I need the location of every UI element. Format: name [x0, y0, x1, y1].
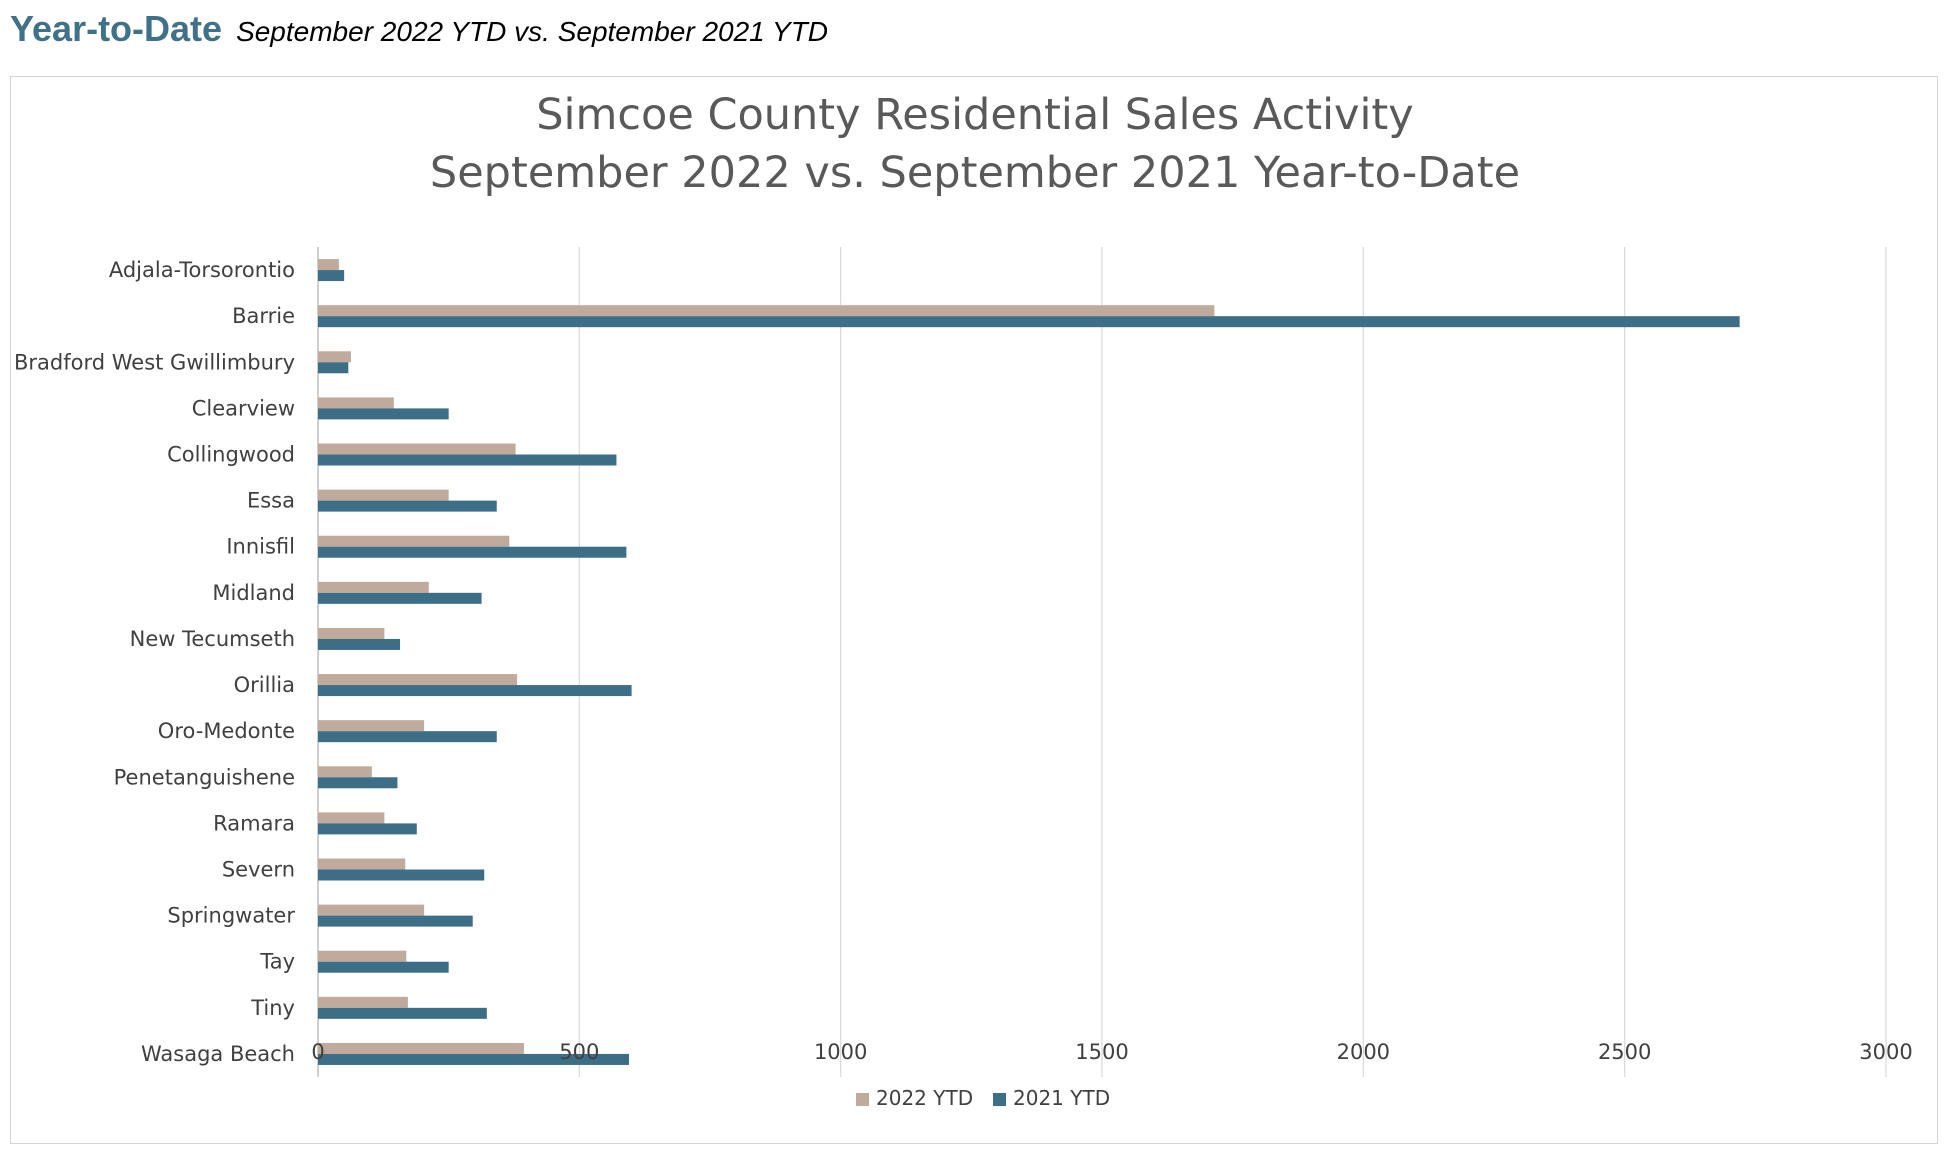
- category-label: Oro-Medonte: [158, 719, 295, 743]
- bar-2022-ytd: [318, 674, 518, 686]
- x-tick-label: 3000: [1859, 1040, 1912, 1064]
- bar-2021-ytd: [318, 316, 1740, 328]
- page-title: Year-to-Date: [10, 8, 223, 49]
- legend-swatch: [993, 1093, 1006, 1106]
- bar-2022-ytd: [318, 950, 407, 962]
- category-label: Penetanguishene: [114, 765, 295, 789]
- bar-2022-ytd: [318, 259, 339, 271]
- chart-title-line-2: September 2022 vs. September 2021 Year-t…: [430, 148, 1520, 198]
- category-label: Wasaga Beach: [141, 1042, 295, 1066]
- bar-2022-ytd: [318, 858, 406, 870]
- category-label: Essa: [247, 489, 295, 513]
- category-label: Tay: [259, 950, 295, 974]
- bar-2022-ytd: [318, 305, 1215, 317]
- bar-2022-ytd: [318, 766, 372, 778]
- category-label: Midland: [212, 581, 295, 605]
- legend-label: 2022 YTD: [876, 1086, 973, 1110]
- x-tick-label: 0: [311, 1040, 324, 1064]
- category-labels: Adjala-Torsorontio Barrie Bradford West Gw…: [14, 258, 295, 1066]
- bars: [318, 259, 1740, 1065]
- bar-2022-ytd: [318, 351, 351, 363]
- category-label: Orillia: [234, 673, 295, 697]
- bar-2021-ytd: [318, 592, 482, 604]
- legend: 2022 YTD 2021 YTD: [856, 1086, 1110, 1110]
- bar-2022-ytd: [318, 1042, 524, 1054]
- x-tick-label: 1000: [814, 1040, 867, 1064]
- category-label: Collingwood: [167, 443, 295, 467]
- bar-2022-ytd: [318, 904, 425, 916]
- bar-2021-ytd: [318, 731, 497, 743]
- chart-title-line-1: Simcoe County Residential Sales Activity: [536, 90, 1413, 140]
- page-subtitle: September 2022 YTD vs. September 2021 YT…: [236, 16, 829, 47]
- category-label: Ramara: [213, 811, 295, 835]
- x-tick-label: 2000: [1337, 1040, 1390, 1064]
- bar-2022-ytd: [318, 535, 510, 547]
- bar-2021-ytd: [318, 915, 473, 927]
- bar-2022-ytd: [318, 627, 385, 639]
- bar-2021-ytd: [318, 869, 485, 881]
- category-label: Clearview: [192, 396, 295, 420]
- bar-2021-ytd: [318, 362, 349, 374]
- bar-2021-ytd: [318, 638, 401, 650]
- bar-2022-ytd: [318, 397, 394, 409]
- bar-2021-ytd: [318, 777, 398, 789]
- bar-2022-ytd: [318, 443, 516, 455]
- category-label: Severn: [222, 858, 295, 882]
- bar-2021-ytd: [318, 1053, 629, 1065]
- category-label: Tiny: [250, 996, 295, 1020]
- bar-2021-ytd: [318, 1007, 487, 1019]
- bar-2021-ytd: [318, 408, 449, 420]
- gridlines: [317, 247, 1887, 1077]
- bar-2021-ytd: [318, 961, 449, 973]
- bar-2022-ytd: [318, 996, 408, 1008]
- bar-2022-ytd: [318, 720, 425, 732]
- bar-2022-ytd: [318, 489, 449, 501]
- bar-2021-ytd: [318, 823, 417, 835]
- x-tick-label: 2500: [1598, 1040, 1651, 1064]
- bar-2021-ytd: [318, 546, 627, 558]
- bar-2022-ytd: [318, 581, 429, 593]
- category-label: Springwater: [167, 904, 295, 928]
- x-tick-label: 500: [559, 1040, 599, 1064]
- x-tick-label: 1500: [1075, 1040, 1128, 1064]
- page-header: Year-to-Date September 2022 YTD vs. Sept…: [10, 8, 828, 52]
- category-label: Bradford West Gwillimbury: [14, 350, 295, 374]
- legend-label: 2021 YTD: [1013, 1086, 1110, 1110]
- bar-2022-ytd: [318, 812, 385, 824]
- legend-swatch: [856, 1093, 869, 1106]
- category-label: New Tecumseth: [130, 627, 295, 651]
- bar-2021-ytd: [318, 454, 617, 466]
- bar-2021-ytd: [318, 270, 345, 282]
- chart-frame: Simcoe County Residential Sales Activity…: [10, 76, 1938, 1144]
- x-axis-tick-labels: 0 500 1000 1500 2000 2500 3000: [311, 1040, 1912, 1064]
- bar-chart: Simcoe County Residential Sales Activity…: [14, 90, 1913, 1110]
- category-label: Innisfil: [226, 535, 295, 559]
- category-label: Barrie: [232, 304, 295, 328]
- category-label: Adjala-Torsorontio: [109, 258, 295, 282]
- bar-2021-ytd: [318, 685, 632, 697]
- bar-2021-ytd: [318, 500, 497, 512]
